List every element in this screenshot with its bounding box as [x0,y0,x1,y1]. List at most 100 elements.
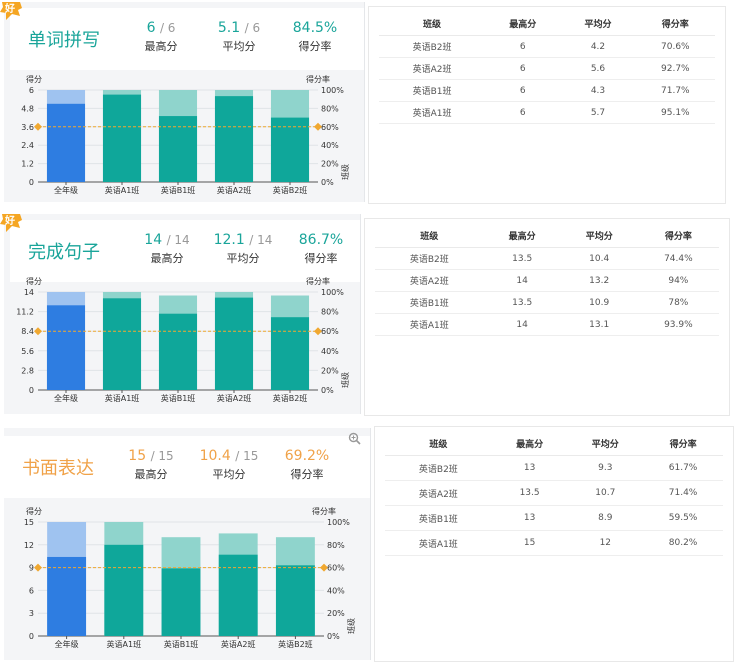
column-header[interactable]: 得分率 [643,431,723,456]
table-row[interactable]: 英语B1班 13.5 10.9 78% [375,291,719,314]
bar-avg[interactable] [158,313,198,390]
table-cell: 5.6 [560,57,636,80]
table-cell: 英语B1班 [385,505,492,531]
y2-tick-label: 60% [321,123,339,132]
zoom-icon[interactable] [348,432,361,448]
ref-marker-left [34,122,42,131]
column-header[interactable]: 班级 [385,431,492,456]
bar-avg[interactable] [270,317,310,390]
stat-value: 10.4 / 15 [194,448,264,464]
ref-marker-right [320,563,328,572]
column-header[interactable]: 得分率 [635,11,715,36]
bar-avg[interactable] [161,568,201,636]
column-header[interactable]: 平均分 [560,11,636,36]
table-cell: 6 [485,79,561,102]
stat-0: 14 / 14 最高分 [132,232,202,266]
table-header-row: 班级 最高分 平均分 得分率 [375,223,719,248]
bar-avg[interactable] [102,298,142,390]
table-row[interactable]: 英语A1班 14 13.1 93.9% [375,313,719,336]
column-header[interactable]: 班级 [379,11,486,36]
bar-avg[interactable] [270,117,310,182]
table-cell: 13.1 [560,313,638,336]
section-header: 完成句子 14 / 14 最高分 12.1 / 14 平均分 86.7% 得分率 [10,220,360,282]
table-cell: 4.3 [560,79,636,102]
column-header[interactable]: 最高分 [491,431,568,456]
stat-number: 14 [144,232,163,248]
x-tick-label: 英语B1班 [164,639,199,649]
table-cell: 英语A1班 [385,530,492,556]
table-row[interactable]: 英语A1班 15 12 80.2% [385,530,723,556]
y2-tick-label: 40% [321,141,339,150]
y2-axis-title: 得分率 [312,506,336,516]
table-row[interactable]: 英语B1班 6 4.3 71.7% [379,79,715,102]
bar-avg[interactable] [102,94,142,182]
stat-2: 69.2% 得分率 [272,448,342,482]
y2-tick-label: 0% [327,632,340,641]
table-cell: 13.5 [483,247,561,270]
table-cell: 英语B2班 [385,455,492,481]
table-cell: 英语B1班 [375,291,484,314]
column-header[interactable]: 得分率 [637,223,719,248]
bar-avg[interactable] [104,544,144,636]
stat-2: 86.7% 得分率 [286,232,356,266]
table-row[interactable]: 英语A2班 6 5.6 92.7% [379,57,715,80]
table-cell: 78% [637,291,719,314]
table-row[interactable]: 英语B2班 6 4.2 70.6% [379,35,715,58]
table-cell: 80.2% [643,530,723,556]
stat-total: / 15 [235,449,259,463]
column-header[interactable]: 班级 [375,223,484,248]
y2-tick-label: 100% [327,518,350,527]
section-title: 书面表达 [22,458,94,479]
table-row[interactable]: 英语A2班 13.5 10.7 71.4% [385,480,723,506]
column-header[interactable]: 平均分 [560,223,638,248]
table-row[interactable]: 英语B2班 13.5 10.4 74.4% [375,247,719,270]
table-wrap: 班级 最高分 平均分 得分率 英语B2班 6 4.2 70.6% 英语A2班 6 5.6 92.7% 英… [379,11,715,124]
bar-avg[interactable] [46,305,86,390]
good-badge-icon: 好 [0,0,24,22]
bar-avg[interactable] [214,297,254,390]
stat-1: 12.1 / 14 平均分 [208,232,278,266]
table-cell: 5.7 [560,101,636,124]
table-row[interactable]: 英语B2班 13 9.3 61.7% [385,455,723,481]
table-cell: 14 [483,269,561,292]
stat-number: 10.4 [199,448,231,464]
bar-avg[interactable] [158,116,198,182]
stat-total: / 6 [159,21,176,35]
stat-value: 69.2% [272,448,342,464]
x-tick-label: 英语A1班 [105,185,140,195]
table-cell: 94% [637,269,719,292]
table-row[interactable]: 英语A2班 14 13.2 94% [375,269,719,292]
bar-avg[interactable] [214,96,254,182]
bar-avg[interactable] [46,103,86,182]
x-tick-label: 英语B1班 [161,185,196,195]
table-wrap: 班级 最高分 平均分 得分率 英语B2班 13.5 10.4 74.4% 英语A2班 14 13.2… [375,223,719,336]
y2-tick-label: 60% [327,564,345,573]
table-row[interactable]: 英语B1班 13 8.9 59.5% [385,505,723,531]
stat-number: 86.7% [298,232,344,248]
column-header[interactable]: 最高分 [485,11,561,36]
score-chart: 得分 得分率 0 0% 3 20% 6 40% 9 60% 12 80% 15 100% 全年级 英语A1班 英… [24,506,356,649]
table-cell: 英语A1班 [379,101,486,124]
y-axis-title: 得分 [26,276,42,286]
column-header[interactable]: 平均分 [567,431,644,456]
bar-avg[interactable] [218,554,258,636]
good-badge-icon: 好 [0,212,24,234]
class-table-card: 班级 最高分 平均分 得分率 英语B2班 6 4.2 70.6% 英语A2班 6 5.6 92.7% 英… [368,6,726,204]
score-chart: 得分 得分率 0 0% 2.8 20% 5.6 40% 8.4 60% 11.2 80% 14 100% 全… [16,276,350,403]
section-title: 单词拼写 [28,30,100,51]
y-tick-label: 1.2 [21,160,34,169]
section-card-1: 完成句子 14 / 14 最高分 12.1 / 14 平均分 86.7% 得分率 得分 得分率 0… [4,214,361,414]
table-cell: 6 [485,35,561,58]
stat-value: 5.1 / 6 [204,20,274,36]
stat-number: 84.5% [292,20,338,36]
x-tick-label: 英语A2班 [221,639,256,649]
column-header[interactable]: 最高分 [483,223,561,248]
table-cell: 13.5 [491,480,568,506]
table-row[interactable]: 英语A1班 6 5.7 95.1% [379,101,715,124]
y-axis-title: 得分 [26,506,42,516]
bar-avg[interactable] [275,565,315,636]
y2-tick-label: 80% [321,308,339,317]
table-cell: 英语A2班 [379,57,486,80]
y2-tick-label: 0% [321,386,334,395]
bar-avg[interactable] [47,556,87,636]
